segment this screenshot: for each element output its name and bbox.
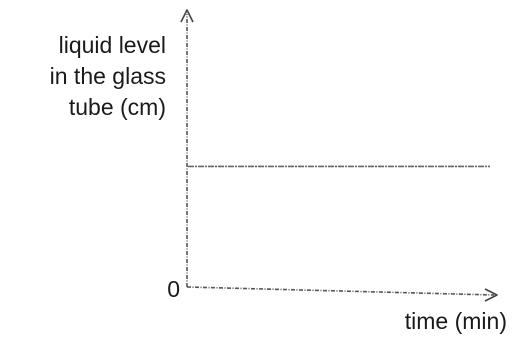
x-axis-arrow-icon: [484, 288, 498, 302]
y-axis-label-line-1: liquid level: [59, 32, 166, 58]
y-axis-label-line-3: tube (cm): [69, 94, 166, 120]
y-axis-label-line-2: in the glass: [50, 63, 166, 89]
origin-label: 0: [167, 276, 180, 302]
y-axis-arrow-icon: [180, 9, 194, 23]
x-axis: [186, 286, 495, 296]
x-axis-label: time (min): [405, 308, 507, 334]
